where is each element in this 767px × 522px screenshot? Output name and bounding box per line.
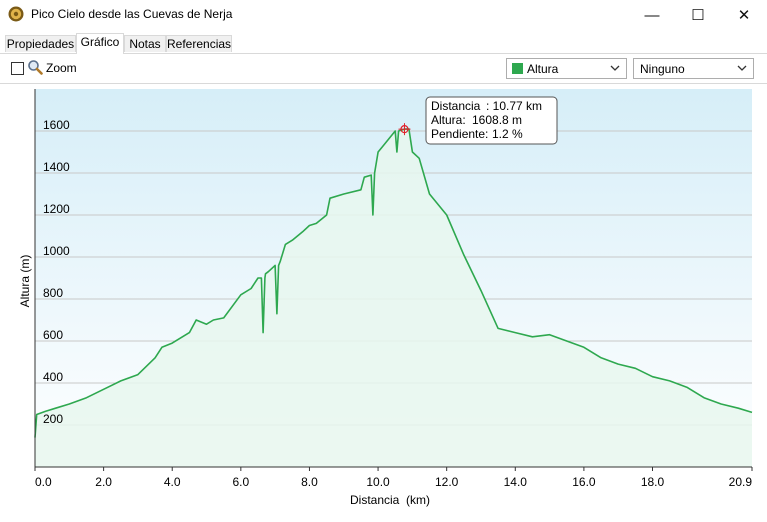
x-tick-label: 16.0 xyxy=(572,475,596,489)
y-tick-label: 800 xyxy=(43,286,63,300)
tooltip-pendiente-value: 1.2 % xyxy=(492,127,523,141)
second-select-value: Ninguno xyxy=(640,62,685,76)
tooltip: Distancia : 10.77 km Altura: 1608.8 m Pe… xyxy=(425,96,558,145)
y-tick-label: 1600 xyxy=(43,118,70,132)
peak-crosshair-marker xyxy=(398,123,411,136)
x-tick-label: 4.0 xyxy=(164,475,181,489)
x-tick-label: 14.0 xyxy=(504,475,528,489)
minimize-button[interactable]: — xyxy=(644,6,660,24)
x-tick-label: 6.0 xyxy=(232,475,249,489)
y-tick-label: 1400 xyxy=(43,160,70,174)
tab-notas[interactable]: Notas xyxy=(124,35,166,52)
y-axis-ticks: 200 400 600 800 1000 1200 1400 1600 xyxy=(43,118,70,426)
window-title: Pico Cielo desde las Cuevas de Nerja xyxy=(31,7,233,21)
x-tick-label: 20.9 xyxy=(729,475,753,489)
tooltip-altura-value: 1608.8 m xyxy=(472,113,522,127)
tab-propiedades[interactable]: Propiedades xyxy=(5,35,76,52)
zoom-label: Zoom xyxy=(46,61,77,75)
x-tick-label: 10.0 xyxy=(366,475,390,489)
second-series-select[interactable]: Ninguno xyxy=(633,58,754,79)
tab-grafico[interactable]: Gráfico xyxy=(76,33,124,54)
tooltip-box xyxy=(425,96,558,145)
elevation-chart[interactable]: 0.0 2.0 4.0 6.0 8.0 10.0 12.0 14.0 16.0 18.0 20.9 … xyxy=(0,84,767,519)
tooltip-distance-label: Distancia xyxy=(431,99,481,113)
title-bar: Pico Cielo desde las Cuevas de Nerja — ☐… xyxy=(0,0,767,30)
x-tick-label: 12.0 xyxy=(435,475,459,489)
tab-bar: Propiedades Gráfico Notas Referencias xyxy=(0,33,767,54)
y-tick-label: 200 xyxy=(43,412,63,426)
y-tick-label: 600 xyxy=(43,328,63,342)
y-tick-label: 400 xyxy=(43,370,63,384)
x-axis-ticks: 0.0 2.0 4.0 6.0 8.0 10.0 12.0 14.0 16.0 18.0 20.9 xyxy=(34,467,753,489)
tab-referencias[interactable]: Referencias xyxy=(166,35,232,52)
zoom-checkbox[interactable] xyxy=(11,62,24,75)
x-tick-label: 18.0 xyxy=(641,475,665,489)
y-tick-label: 1200 xyxy=(43,202,70,216)
app-logo-icon xyxy=(8,6,24,22)
x-tick-label: 8.0 xyxy=(301,475,318,489)
tooltip-altura-label: Altura: xyxy=(431,113,466,127)
tooltip-distance-value: : 10.77 km xyxy=(486,99,542,113)
chevron-down-icon xyxy=(737,65,747,71)
series-select-value: Altura xyxy=(527,62,559,76)
magnifier-icon xyxy=(28,60,43,75)
series-color-swatch xyxy=(512,63,523,74)
x-tick-label: 2.0 xyxy=(95,475,112,489)
x-axis-label: Distancia (km) xyxy=(350,493,430,507)
x-tick-label: 0.0 xyxy=(35,475,52,489)
elevation-area xyxy=(35,128,752,467)
tooltip-pendiente-label: Pendiente: xyxy=(431,127,488,141)
chart-panel: 0.0 2.0 4.0 6.0 8.0 10.0 12.0 14.0 16.0 18.0 20.9 … xyxy=(0,83,767,519)
maximize-button[interactable]: ☐ xyxy=(691,7,705,24)
y-axis-label: Altura (m) xyxy=(18,255,32,308)
y-tick-label: 1000 xyxy=(43,244,70,258)
close-button[interactable]: ✕ xyxy=(737,7,751,24)
chevron-down-icon xyxy=(610,65,620,71)
series-select[interactable]: Altura xyxy=(506,58,627,79)
elevation-line xyxy=(34,128,753,438)
